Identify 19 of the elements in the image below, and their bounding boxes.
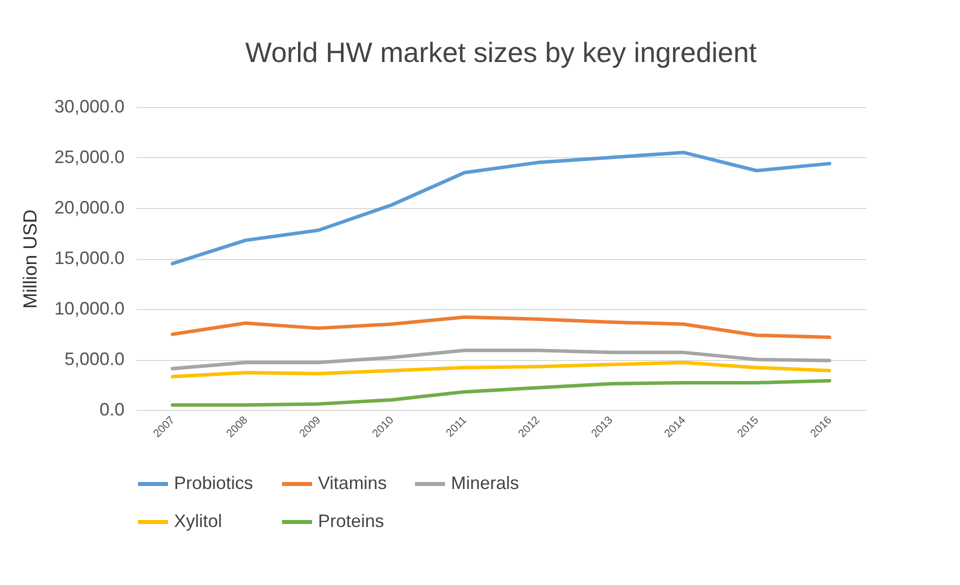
y-axis-title: Million USD bbox=[20, 209, 42, 309]
y-tick-label: 30,000.0 bbox=[54, 96, 124, 116]
legend-label: Probiotics bbox=[174, 473, 254, 493]
line-series bbox=[170, 348, 832, 370]
legend-label: Proteins bbox=[318, 511, 384, 531]
line-series bbox=[170, 360, 832, 378]
legend-label: Minerals bbox=[451, 473, 520, 493]
y-tick-label: 0.0 bbox=[99, 400, 124, 420]
y-tick-label: 10,000.0 bbox=[54, 298, 124, 318]
line-series bbox=[170, 315, 832, 340]
y-tick-label: 25,000.0 bbox=[54, 147, 124, 167]
y-tick-label: 5,000.0 bbox=[64, 349, 124, 369]
legend-label: Xylitol bbox=[174, 511, 222, 531]
line-series bbox=[170, 378, 832, 407]
chart-title: World HW market sizes by key ingredient bbox=[245, 37, 757, 68]
line-series bbox=[170, 150, 832, 266]
legend-label: Vitamins bbox=[318, 473, 387, 493]
y-tick-label: 20,000.0 bbox=[54, 198, 124, 218]
y-tick-label: 15,000.0 bbox=[54, 248, 124, 268]
